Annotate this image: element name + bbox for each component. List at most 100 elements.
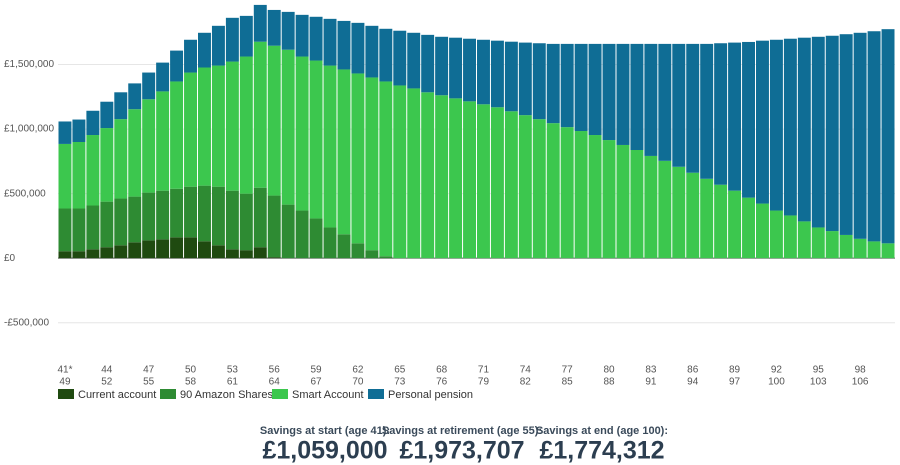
x-tick-label-secondary: 64 xyxy=(269,377,281,388)
bar-segment xyxy=(560,127,574,259)
bar-segment xyxy=(700,43,714,179)
bar-segment xyxy=(184,72,197,187)
bar-segment xyxy=(142,240,156,259)
bar-segment xyxy=(825,35,839,232)
x-tick-label-secondary: 67 xyxy=(311,377,323,388)
bar-segment xyxy=(839,34,853,235)
x-tick-label: 71 xyxy=(478,365,490,376)
bar-segment xyxy=(839,234,853,259)
bar-segment xyxy=(783,215,797,259)
bar-segment xyxy=(421,92,435,259)
x-tick-label-secondary: 106 xyxy=(852,377,869,388)
bar-segment xyxy=(490,107,504,259)
bar-segment xyxy=(588,135,602,259)
bar-segment xyxy=(783,38,797,216)
bar-segment xyxy=(518,115,532,259)
bar-segment xyxy=(128,242,142,259)
bar-segment xyxy=(142,192,156,241)
bar-segment xyxy=(853,238,867,259)
legend-swatch xyxy=(58,389,74,399)
x-tick-label-secondary: 91 xyxy=(645,377,657,388)
bar-segment xyxy=(811,227,825,259)
bar-segment xyxy=(686,172,700,259)
bar-segment xyxy=(574,43,588,132)
legend-swatch xyxy=(272,389,288,399)
bar-segment xyxy=(142,99,156,193)
bar-segment xyxy=(239,15,253,57)
bar-segment xyxy=(281,49,295,205)
bar-segment xyxy=(756,203,769,259)
bar-segment xyxy=(714,184,728,259)
bar-segment xyxy=(267,257,281,259)
bar-segment xyxy=(379,256,393,259)
y-tick-label: £0 xyxy=(4,253,16,264)
bar-segment xyxy=(239,56,253,194)
bar-segment xyxy=(198,67,211,186)
x-tick-label: 86 xyxy=(687,365,699,376)
summary-value: £1,973,707 xyxy=(399,437,524,465)
bar-segment xyxy=(170,237,184,259)
bar-segment xyxy=(602,43,616,141)
legend-label: Current account xyxy=(78,389,156,401)
x-tick-label-secondary: 85 xyxy=(562,377,574,388)
x-tick-label: 92 xyxy=(771,365,783,376)
bar-segment xyxy=(267,9,281,46)
x-tick-label-secondary: 70 xyxy=(352,377,364,388)
bar-segment xyxy=(156,239,170,259)
bar-segment xyxy=(504,111,518,259)
bar-segment xyxy=(184,237,197,259)
x-tick-label: 80 xyxy=(603,365,615,376)
bar-segment xyxy=(323,18,337,66)
bar-segment xyxy=(351,73,365,244)
bar-segment xyxy=(309,60,323,219)
bar-segment xyxy=(393,85,407,259)
x-tick-label-secondary: 52 xyxy=(101,377,113,388)
y-tick-label: -£500,000 xyxy=(4,317,49,328)
x-tick-label-secondary: 55 xyxy=(143,377,155,388)
bar-segment xyxy=(881,29,895,244)
bar-segment xyxy=(198,185,211,242)
x-tick-label-secondary: 58 xyxy=(185,377,197,388)
x-tick-label: 62 xyxy=(352,365,364,376)
bar-segment xyxy=(114,92,128,120)
bar-segment xyxy=(170,188,184,238)
bar-segment xyxy=(714,43,728,185)
bar-segment xyxy=(142,72,156,100)
bar-segment xyxy=(198,241,211,259)
bar-segment xyxy=(463,101,476,259)
x-tick-label: 95 xyxy=(813,365,825,376)
bar-segment xyxy=(421,34,435,93)
bar-segment xyxy=(546,43,560,124)
bar-segment xyxy=(365,77,379,251)
summary-value: £1,774,312 xyxy=(539,437,664,465)
bar-segment xyxy=(295,14,309,57)
bar-segment xyxy=(86,249,100,259)
summary-label: Savings at end (age 100): xyxy=(536,425,668,437)
bar-segment xyxy=(365,25,379,78)
bar-segment xyxy=(449,37,463,99)
bar-segment xyxy=(58,121,72,144)
x-tick-label-secondary: 103 xyxy=(810,377,827,388)
bar-segment xyxy=(184,186,197,238)
x-tick-label: 89 xyxy=(729,365,741,376)
bar-segment xyxy=(616,43,630,145)
bar-segment xyxy=(769,210,783,259)
bar-segment xyxy=(323,227,337,259)
bar-segment xyxy=(435,36,449,96)
bar-segment xyxy=(267,195,281,258)
bar-segment xyxy=(490,40,504,108)
bar-segment xyxy=(769,39,783,211)
x-tick-label: 53 xyxy=(227,365,239,376)
x-tick-label: 77 xyxy=(562,365,574,376)
bar-segment xyxy=(797,221,811,259)
bar-segment xyxy=(742,197,755,259)
bar-segment xyxy=(211,65,225,187)
bar-segment xyxy=(114,245,128,259)
bar-segment xyxy=(532,43,546,120)
x-tick-label: 68 xyxy=(436,365,448,376)
bar-segment xyxy=(225,61,239,191)
bar-segment xyxy=(379,81,393,257)
bar-segment xyxy=(170,81,184,189)
bar-segment xyxy=(253,187,267,248)
x-tick-label-secondary: 94 xyxy=(687,377,699,388)
